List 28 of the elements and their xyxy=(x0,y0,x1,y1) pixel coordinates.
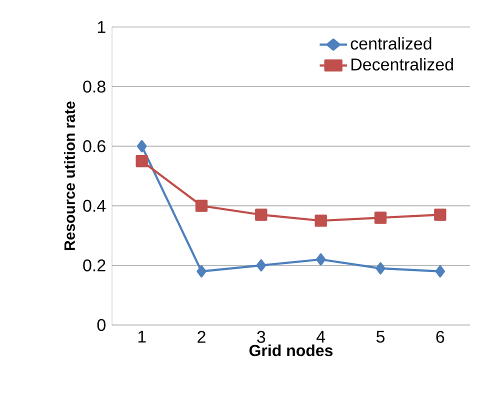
x-tick-label: 2 xyxy=(198,330,206,343)
y-tick-label: 1 xyxy=(98,21,106,33)
x-tick-label: 3 xyxy=(257,330,266,343)
point xyxy=(196,265,206,278)
y-tick-label: 0 xyxy=(97,318,106,332)
point xyxy=(136,155,148,168)
legend-label: centralized xyxy=(350,37,432,50)
x-axis-title: Grid nodes xyxy=(249,344,333,356)
point xyxy=(256,259,266,272)
point xyxy=(195,200,208,212)
point xyxy=(316,253,326,266)
x-tick-label: 5 xyxy=(376,330,385,343)
point xyxy=(434,208,446,221)
y-tick-label: 0.8 xyxy=(83,80,106,93)
legend-label: Decentralized xyxy=(352,58,453,71)
x-tick-label: 4 xyxy=(316,330,326,343)
point xyxy=(314,214,327,227)
point xyxy=(136,140,147,152)
point xyxy=(376,262,386,274)
x-tick-label: 1 xyxy=(138,330,146,343)
y-tick-label: 0.6 xyxy=(83,140,106,152)
y-tick-label: 0.4 xyxy=(83,200,106,212)
point xyxy=(255,208,268,221)
y-axis-title: Resource utition rate xyxy=(64,102,75,250)
x-tick-label: 6 xyxy=(436,330,444,343)
point xyxy=(374,212,387,224)
y-tick-label: 0.2 xyxy=(83,259,106,272)
point xyxy=(435,265,446,278)
